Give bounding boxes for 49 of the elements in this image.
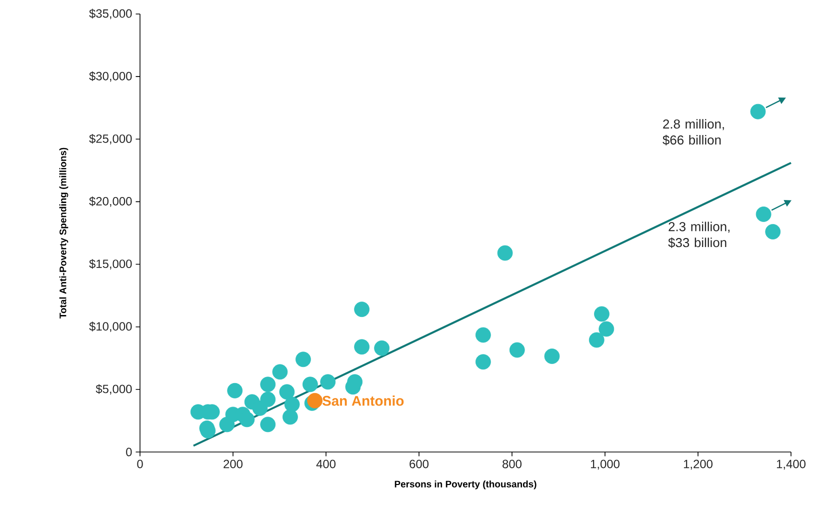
y-tick-label: 0 (126, 448, 132, 456)
point (765, 224, 781, 240)
point (239, 412, 255, 428)
annotation: 2.3 million, $33 billion (668, 222, 730, 248)
point (497, 245, 513, 261)
point (354, 302, 370, 318)
x-tick-label: 0 (137, 460, 143, 468)
point (260, 416, 276, 432)
y-tick-label: $25,000 (89, 134, 132, 144)
x-tick-label: 1,400 (776, 460, 806, 470)
point (544, 348, 560, 364)
series-label: San Antonio (322, 396, 404, 406)
y-tick-label: $35,000 (89, 8, 132, 20)
point (260, 376, 276, 392)
x-tick-label: 1,200 (684, 460, 713, 470)
point (354, 339, 370, 355)
y-tick-label: $15,000 (89, 259, 132, 270)
point (282, 409, 298, 425)
x-tick-label: 200 (224, 460, 243, 468)
y-axis-title: Total Anti-Poverty Spending (millions) (59, 148, 68, 318)
point (284, 396, 300, 412)
point (260, 392, 276, 408)
point (320, 374, 336, 390)
annotation: 2.8 million, $66 billion (662, 119, 724, 146)
x-tick-label: 600 (410, 460, 429, 468)
point (509, 342, 525, 358)
y-tick-label: $10,000 (89, 322, 132, 332)
point (279, 384, 295, 400)
point (272, 364, 288, 380)
y-tick-label: $30,000 (89, 71, 132, 82)
point (594, 306, 610, 322)
point (374, 340, 390, 356)
point (227, 382, 243, 398)
y-tick-label: $20,000 (89, 196, 132, 207)
y-tick-label: $5,000 (96, 384, 132, 395)
point (307, 392, 323, 408)
point (588, 332, 604, 348)
x-tick-label: 1,000 (590, 460, 620, 470)
point (296, 352, 311, 368)
point (475, 327, 491, 343)
point (598, 321, 614, 337)
point (302, 376, 318, 392)
x-axis-title: Persons in Poverty (thousands) (394, 480, 536, 490)
point (219, 416, 235, 432)
point (750, 104, 766, 120)
x-tick-label: 800 (502, 460, 522, 468)
point (756, 206, 772, 222)
point (475, 354, 491, 370)
x-tick-label: 400 (316, 460, 336, 468)
